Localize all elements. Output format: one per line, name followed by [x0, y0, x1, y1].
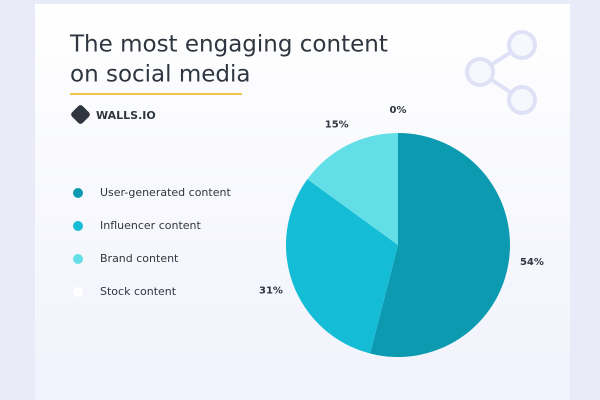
pie-slice	[307, 133, 398, 245]
logo: WALLS.IO	[96, 109, 156, 122]
legend-label: Stock content	[100, 285, 177, 298]
chart-title: on social media	[70, 62, 251, 88]
data-label: 0%	[390, 105, 407, 116]
legend-label: Brand content	[100, 252, 179, 265]
data-label: 15%	[325, 120, 349, 131]
legend-marker	[73, 188, 83, 198]
data-label: 54%	[520, 257, 544, 268]
legend-marker	[73, 254, 83, 264]
chart-title: The most engaging content	[69, 32, 388, 58]
pie-slice	[370, 133, 510, 357]
data-label: 31%	[259, 286, 283, 297]
legend-marker	[73, 221, 83, 231]
logo-icon	[71, 105, 90, 124]
legend-label: Influencer content	[100, 219, 201, 232]
legend-label: User-generated content	[100, 186, 231, 199]
pie-slice	[286, 179, 398, 354]
share-icon	[465, 30, 537, 115]
legend-marker	[73, 287, 83, 297]
